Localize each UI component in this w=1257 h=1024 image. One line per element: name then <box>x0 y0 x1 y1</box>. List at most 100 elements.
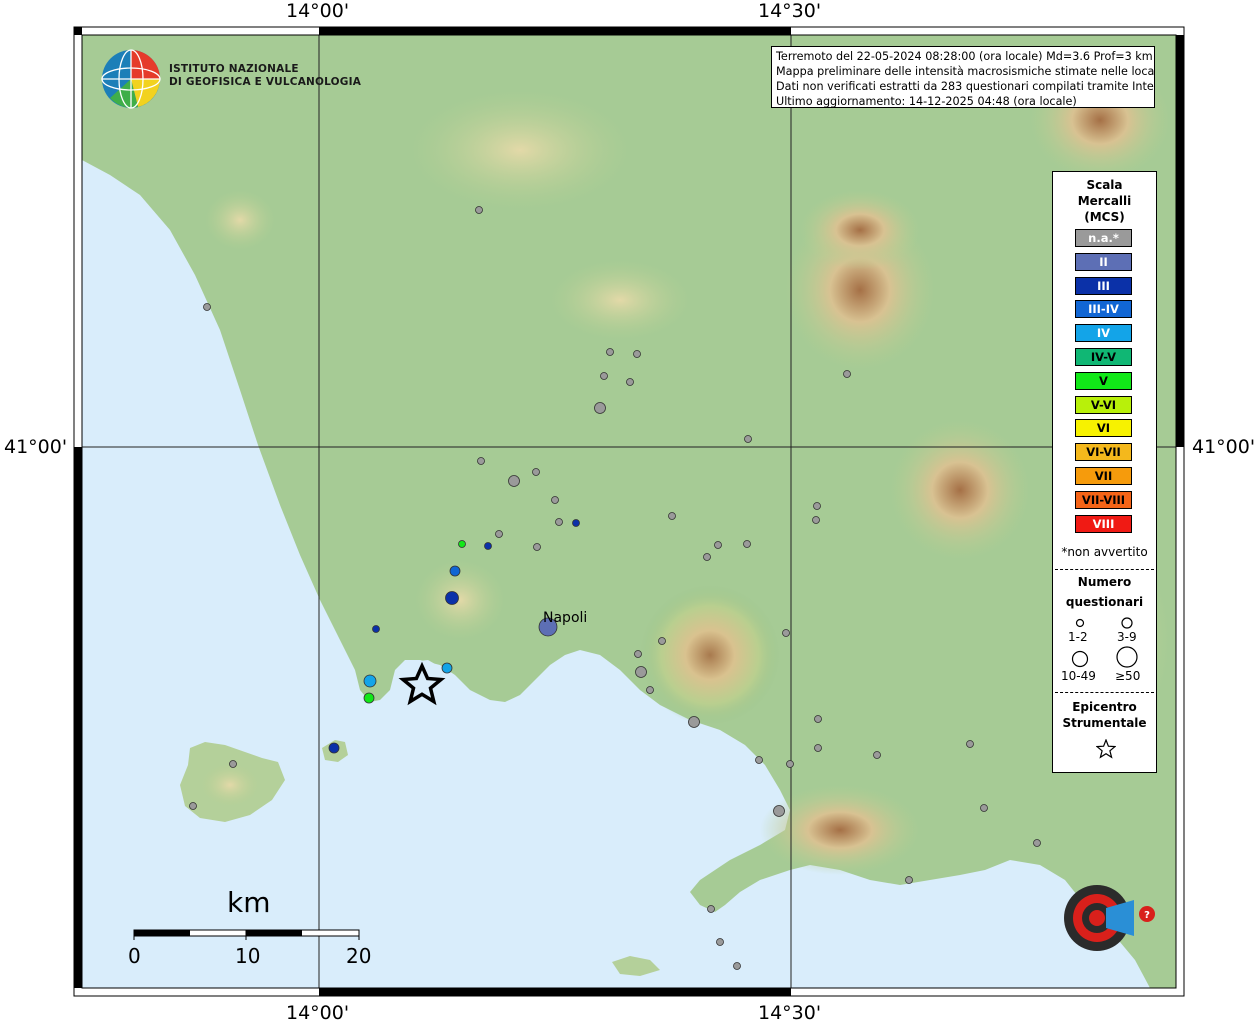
intensity-point <box>538 617 558 637</box>
svg-text:?: ? <box>1144 910 1150 921</box>
legend-class-swatch: III-IV <box>1075 300 1132 319</box>
legend-class-swatch: IV-V <box>1075 348 1132 366</box>
size-symbols <box>1071 617 1138 668</box>
intensity-point <box>572 519 580 527</box>
legend-divider <box>1055 569 1154 570</box>
info-line: Terremoto del 22-05-2024 08:28:00 (ora l… <box>776 50 1153 63</box>
legend-epicenter-title: Strumentale <box>1062 716 1147 730</box>
intensity-point <box>843 370 851 378</box>
relief <box>415 560 505 640</box>
scale-tick: 10 <box>235 944 261 968</box>
coord-label: 14°30' <box>758 1002 822 1024</box>
intensity-point <box>905 876 913 884</box>
legend-class-swatch: V-VI <box>1075 395 1132 414</box>
scale-tick: 0 <box>128 944 141 968</box>
scale-bar <box>133 929 360 940</box>
coord-label: 41°00' <box>4 436 68 458</box>
legend-class-swatch: VIII <box>1075 514 1132 533</box>
intensity-point <box>773 805 785 817</box>
intensity-point <box>600 372 608 380</box>
size-label: ≥50 <box>1115 669 1141 683</box>
intensity-point <box>475 206 483 214</box>
institute-line: DI GEOFISICA E VULCANOLOGIA <box>169 76 362 88</box>
intensity-point <box>445 591 459 605</box>
legend-class-swatch: VII-VIII <box>1075 490 1132 509</box>
relief <box>800 190 920 270</box>
legend-epicenter-title: Epicentro <box>1072 700 1137 714</box>
intensity-point <box>189 802 197 810</box>
intensity-point <box>1033 839 1041 847</box>
intensity-point <box>634 650 642 658</box>
legend-class-swatch: VI-VII <box>1075 443 1132 462</box>
legend-class-swatch: IV <box>1075 324 1132 343</box>
institute-line: ISTITUTO NAZIONALE <box>169 63 299 75</box>
intensity-point <box>743 540 751 548</box>
intensity-point <box>755 756 763 764</box>
intensity-point <box>606 348 614 356</box>
intensity-point <box>594 402 606 414</box>
relief <box>760 785 920 875</box>
graticule <box>82 35 1176 988</box>
intensity-point <box>458 540 466 548</box>
intensity-point <box>966 740 974 748</box>
legend: Scala Mercalli (MCS) n.a.* II III III-IV IV I… <box>1052 171 1157 773</box>
intensity-point <box>441 662 453 674</box>
intensity-point <box>658 637 666 645</box>
intensity-point <box>477 457 485 465</box>
intensity-point <box>532 468 540 476</box>
intensity-point <box>668 512 676 520</box>
scale-tick: 20 <box>346 944 372 968</box>
info-line: Ultimo aggiornamento: 14-12-2025 04:48 (… <box>776 95 1077 108</box>
legend-title-line: Scala <box>1086 178 1123 192</box>
intensity-point <box>508 475 520 487</box>
legend-class-swatch: VI <box>1075 419 1132 438</box>
ingv-logo-icon <box>101 49 161 109</box>
info-line: Mappa preliminare delle intensità macros… <box>776 65 1155 78</box>
intensity-point <box>714 541 722 549</box>
relief <box>550 260 690 340</box>
intensity-point <box>533 543 541 551</box>
intensity-point <box>733 962 741 970</box>
legend-class-swatch: n.a.* <box>1075 229 1132 247</box>
coord-label: 14°00' <box>286 1002 350 1024</box>
legend-note: *non avvertito <box>1061 545 1148 559</box>
intensity-point <box>873 751 881 759</box>
info-line: Dati non verificati estratti da 283 ques… <box>776 80 1155 93</box>
intensity-point <box>484 542 492 550</box>
intensity-point <box>813 502 821 510</box>
coord-label: 14°30' <box>758 0 822 22</box>
intensity-point <box>555 518 563 526</box>
intensity-point <box>635 666 647 678</box>
intensity-point <box>372 625 380 633</box>
legend-class-swatch: V <box>1075 371 1132 390</box>
scale-unit: km <box>227 886 271 919</box>
epicenter-star <box>398 661 446 706</box>
size-symbol <box>1071 650 1089 668</box>
legend-title: Scala Mercalli (MCS) <box>1053 177 1156 225</box>
vesuvio-relief <box>640 585 780 725</box>
intensity-point <box>646 686 654 694</box>
map-frame <box>73 26 1185 997</box>
intensity-point <box>716 938 724 946</box>
size-label: 1-2 <box>1068 630 1088 644</box>
intensity-point <box>980 804 988 812</box>
intensity-point <box>449 565 461 577</box>
capri-island <box>612 956 660 976</box>
relief <box>205 190 275 250</box>
intensity-point <box>551 496 559 504</box>
star-icon <box>1096 739 1116 759</box>
intensity-point <box>203 303 211 311</box>
legend-questionnaires-title: Numero <box>1077 575 1132 589</box>
intensity-point <box>363 674 377 688</box>
size-label: 3-9 <box>1117 630 1137 644</box>
relief <box>200 763 260 807</box>
relief <box>890 420 1030 560</box>
intensity-point <box>688 716 700 728</box>
coord-label: 14°00' <box>286 0 350 22</box>
legend-questionnaires-title: questionari <box>1065 595 1144 609</box>
size-symbol <box>1121 617 1133 629</box>
intensity-point <box>707 905 715 913</box>
intensity-point <box>812 516 820 524</box>
intensity-point <box>782 629 790 637</box>
